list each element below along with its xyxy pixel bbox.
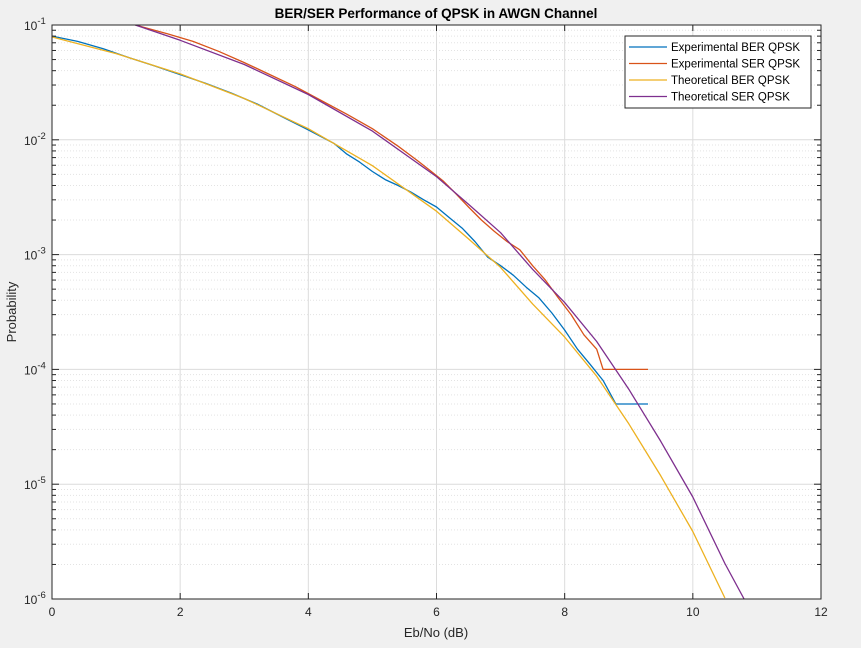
tick-marks — [51, 24, 822, 600]
legend-entry-label: Theoretical SER QPSK — [671, 92, 790, 104]
y-tick-label: 10-1 — [24, 16, 46, 33]
x-tick-label: 2 — [177, 605, 184, 619]
x-tick-label: 4 — [305, 605, 312, 619]
y-tick-label: 10-3 — [24, 246, 46, 263]
x-tick-label: 8 — [561, 605, 568, 619]
chart-title: BER/SER Performance of QPSK in AWGN Chan… — [275, 6, 598, 21]
y-tick-label: 10-6 — [24, 590, 46, 607]
x-tick-label: 6 — [433, 605, 440, 619]
y-tick-label: 10-4 — [24, 360, 46, 377]
series-layer — [52, 25, 745, 599]
x-tick-labels: 0 2 4 6 8 10 12 — [49, 605, 828, 619]
x-tick-label: 12 — [814, 605, 828, 619]
series-line-3 — [52, 36, 726, 599]
legend-entry-label: Theoretical BER QPSK — [671, 75, 790, 87]
y-tick-labels: 10-6 10-5 10-4 10-3 10-2 10-1 — [24, 16, 46, 607]
legend[interactable]: Experimental BER QPSK Experimental SER QP… — [624, 35, 812, 109]
x-axis-label: Eb/No (dB) — [404, 625, 468, 640]
x-tick-label: 0 — [49, 605, 56, 619]
legend-entry-label: Experimental BER QPSK — [671, 42, 800, 54]
x-tick-label: 10 — [686, 605, 700, 619]
series-line-4 — [135, 25, 745, 599]
y-tick-label: 10-5 — [24, 475, 46, 492]
y-axis-label: Probability — [4, 281, 19, 342]
y-tick-label: 10-2 — [24, 131, 46, 148]
legend-entry-label: Experimental SER QPSK — [671, 59, 800, 71]
